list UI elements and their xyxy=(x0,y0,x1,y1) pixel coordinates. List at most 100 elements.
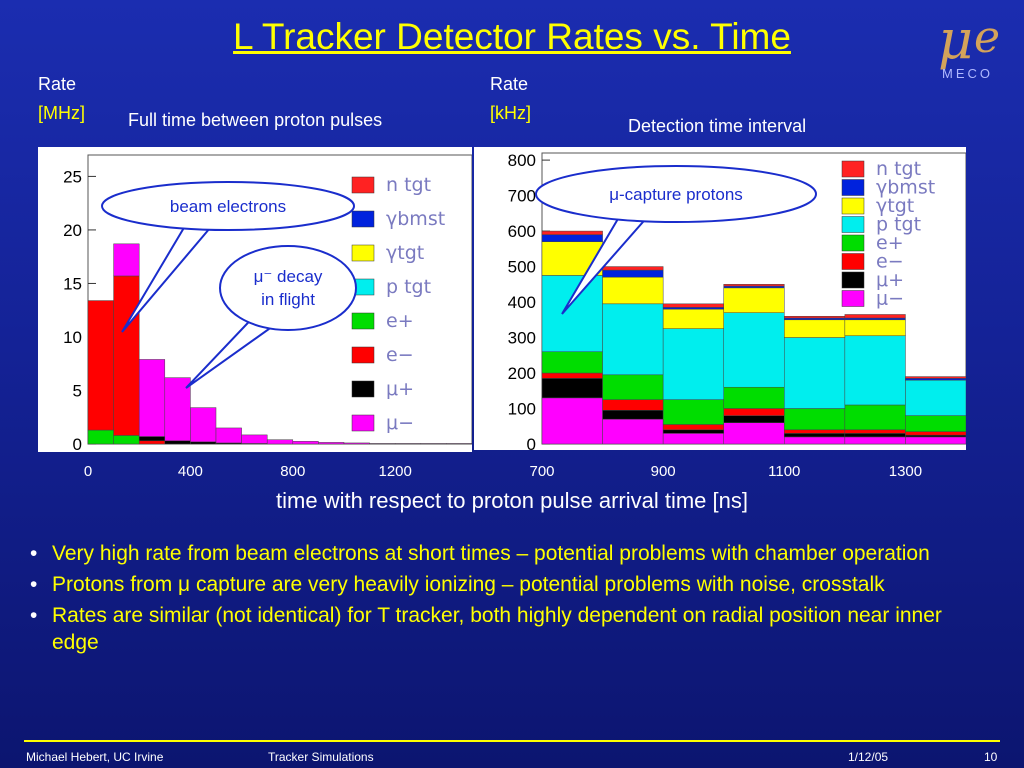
chart2-bar-e xyxy=(723,408,785,416)
chart1-bar- xyxy=(446,443,473,445)
chart2-ytick-label: 800 xyxy=(508,151,536,170)
chart2-bar-bmst xyxy=(541,234,603,242)
chart2-bar-e xyxy=(784,408,846,431)
chart1-legend-swatch xyxy=(351,414,375,432)
chart1-ylabel-unit: [MHz] xyxy=(38,103,85,123)
chart2-bar-e xyxy=(905,415,967,432)
chart2-legend-label: p tgt xyxy=(876,214,921,236)
chart1-legend-label: γbmst xyxy=(386,208,445,230)
chart1-subtitle: Full time between proton pulses xyxy=(128,110,383,130)
chart2-bar- xyxy=(905,434,967,438)
chart2-bar-ntgt xyxy=(844,314,906,319)
chart2-legend-swatch xyxy=(841,216,865,233)
chart2-legend-swatch xyxy=(841,179,865,196)
chart1-ytick-label: 5 xyxy=(73,381,82,400)
chart1-xtick-label: 0 xyxy=(83,463,93,480)
chart2-bar- xyxy=(662,429,724,434)
chart2-legend-swatch xyxy=(841,253,865,270)
svg-text:e: e xyxy=(974,12,1000,63)
chart1-legend-label: μ+ xyxy=(386,378,414,400)
chart2-legend-swatch xyxy=(841,271,865,289)
chart2-bar-ptgt xyxy=(723,312,785,388)
chart1-bar- xyxy=(318,442,345,445)
footer-page-number: 10 xyxy=(984,750,998,764)
chart1-bar- xyxy=(190,407,217,443)
chart1-ytick-label: 0 xyxy=(73,435,82,452)
chart2-bar-tgt xyxy=(844,319,906,337)
bullet-text: Very high rate from beam electrons at sh… xyxy=(52,542,930,565)
chart2-bar-ptgt xyxy=(602,303,664,376)
chart1-xtick-label: 1200 xyxy=(378,463,412,480)
chart2-bar-ntgt xyxy=(784,315,846,319)
chart1-ytick-label: 15 xyxy=(63,274,82,293)
chart2-legend-swatch xyxy=(841,234,865,252)
chart1-bar- xyxy=(394,443,422,445)
slide-title: L Tracker Detector Rates vs. Time xyxy=(233,16,791,57)
chart2-legend-swatch xyxy=(841,290,865,307)
chart1-ytick-label: 10 xyxy=(63,328,82,347)
chart2-bar-tgt xyxy=(541,241,603,276)
chart1-bar-e xyxy=(87,429,114,445)
bullet-dot-icon: • xyxy=(30,542,38,565)
footer-divider xyxy=(24,740,1000,742)
chart1-legend-label: γtgt xyxy=(386,242,424,264)
chart1-bar- xyxy=(164,377,191,442)
chart2-bar-ptgt xyxy=(784,337,846,409)
chart1-bar- xyxy=(138,436,166,442)
chart2-ytick-label: 400 xyxy=(508,293,536,312)
chart1-xtick-label: 400 xyxy=(177,463,203,480)
chart2-bar-ntgt xyxy=(541,230,603,235)
chart1-bar- xyxy=(138,359,166,437)
chart2-legend-label: μ− xyxy=(876,288,904,310)
footer-topic: Tracker Simulations xyxy=(268,750,374,764)
chart1-legend-label: e− xyxy=(386,344,414,366)
chart2-xtick-label: 1300 xyxy=(888,463,923,480)
bullet-text: Protons from μ capture are very heavily … xyxy=(52,573,885,596)
chart1-bar-e xyxy=(87,300,114,431)
chart1-bar- xyxy=(113,243,140,277)
chart1-svg: 25 20 15 10 5 0 n tgt γbmst γtgt p tgt e+ e− μ+ μ− xyxy=(38,147,473,454)
chart2-bar-tgt xyxy=(784,319,846,338)
chart2-bar- xyxy=(723,415,785,423)
chart2-bar- xyxy=(844,436,906,445)
chart1-bar-e xyxy=(138,440,166,445)
chart2-bar-tgt xyxy=(662,308,724,329)
chart2-bar-e xyxy=(784,429,846,434)
chart1-bar- xyxy=(164,440,191,445)
chart2-bar- xyxy=(784,436,846,445)
chart1-ytick-label: 25 xyxy=(63,167,82,186)
bullet-dot-icon: • xyxy=(30,604,38,627)
chart1-legend-label: p tgt xyxy=(386,276,431,298)
footer-date: 1/12/05 xyxy=(848,750,889,764)
chart2-ytick-label: 500 xyxy=(508,258,536,277)
chart2-bar-e xyxy=(844,429,906,434)
chart2-bar-ptgt xyxy=(541,275,603,352)
chart2-ytick-label: 600 xyxy=(508,222,536,241)
chart2-bar- xyxy=(784,433,846,438)
chart2-bar-bmst xyxy=(662,307,724,310)
chart1-legend-swatch xyxy=(351,210,375,228)
bullet-item: • Very high rate from beam electrons at s… xyxy=(30,540,990,567)
chart1-bar- xyxy=(266,439,294,445)
chart2-legend-label: γbmst xyxy=(876,177,935,199)
chart2-legend-swatch xyxy=(841,160,865,178)
chart2-ylabel-rate: Rate xyxy=(490,74,529,94)
chart1-legend-swatch xyxy=(351,244,375,262)
chart2-bar- xyxy=(602,410,664,420)
chart2-bar-bmst xyxy=(844,317,906,321)
chart1-ylabel-rate: Rate xyxy=(38,74,77,94)
chart2-bar-e xyxy=(602,399,664,411)
chart2-xtick-label: 700 xyxy=(529,463,555,480)
chart1-xtick-label: 800 xyxy=(280,463,306,480)
chart2-bar- xyxy=(844,433,906,438)
chart2-ytick-label: 700 xyxy=(508,187,536,206)
chart2-bar- xyxy=(541,397,603,445)
chart1-bar- xyxy=(292,441,319,445)
chart2-subtitle: Detection time interval xyxy=(628,116,807,136)
chart2-bar-e xyxy=(662,424,724,431)
chart2-legend-label: e+ xyxy=(876,232,904,254)
chart2-ylabel-unit: [kHz] xyxy=(490,103,532,123)
chart2-bar-ptgt xyxy=(662,328,724,400)
chart1-bar- xyxy=(369,443,396,445)
chart1-legend-swatch xyxy=(351,346,375,364)
